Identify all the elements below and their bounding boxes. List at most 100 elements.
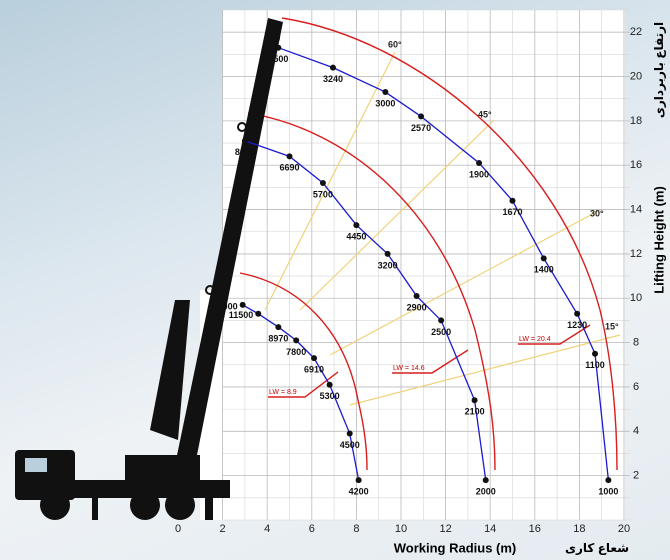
- lw-label: LW = 8.9: [269, 389, 297, 396]
- load-point: [382, 89, 389, 96]
- load-curve: [278, 47, 610, 481]
- load-label: 3000: [375, 98, 395, 108]
- angle-lines: [264, 51, 621, 406]
- load-point: [482, 477, 489, 484]
- load-point: [413, 293, 420, 300]
- y-tick-label: 22: [630, 26, 642, 38]
- load-point: [509, 197, 516, 204]
- load-point: [540, 255, 547, 262]
- wheel: [130, 490, 160, 520]
- load-label: 2900: [407, 302, 427, 312]
- lw-label: LW = 20.4: [519, 336, 551, 343]
- leader: [518, 324, 591, 345]
- y-tick-label: 14: [630, 203, 642, 215]
- load-point: [286, 153, 293, 160]
- x-tick-label: 10: [395, 523, 407, 535]
- load-label: 3240: [323, 74, 343, 84]
- y-tick-label: 2: [633, 470, 639, 482]
- load-label: 8970: [268, 333, 288, 343]
- envelope: [281, 17, 618, 471]
- load-curve: [242, 304, 360, 481]
- load-point: [353, 222, 360, 229]
- angle-line: [299, 119, 495, 311]
- angle-label: 60°: [388, 39, 402, 49]
- y-tick-label: 10: [630, 292, 642, 304]
- x-tick-label: 0: [175, 523, 181, 535]
- outrigger: [205, 495, 213, 520]
- y-axis-title: Lifting Height (m): [651, 186, 666, 294]
- hook: [205, 285, 215, 295]
- load-label: 3500: [268, 54, 288, 64]
- hook: [268, 22, 274, 36]
- envelope: [239, 272, 368, 471]
- angle-label: 15°: [605, 321, 619, 331]
- load-label: 1100: [585, 360, 605, 370]
- leader: [392, 349, 469, 374]
- load-point: [471, 397, 478, 404]
- load-label: 2000: [476, 486, 496, 496]
- cab-window: [25, 458, 47, 472]
- plot-area: [223, 10, 625, 520]
- outrigger: [92, 495, 98, 520]
- load-point: [239, 301, 246, 308]
- x-tick-label: 2: [220, 523, 226, 535]
- load-label: 1230: [567, 320, 587, 330]
- y-tick-label: 8: [633, 337, 639, 349]
- load-point: [418, 113, 425, 120]
- load-label: 1900: [469, 169, 489, 179]
- x-tick-label: 4: [264, 523, 270, 535]
- load-point: [255, 310, 262, 317]
- y-tick-label: 18: [630, 115, 642, 127]
- angle-line: [349, 334, 621, 406]
- lw-label: LW = 14.6: [393, 365, 425, 372]
- y-tick-label: 12: [630, 248, 642, 260]
- x-axis-title-fa: شعاع کاری: [565, 541, 629, 555]
- load-point: [311, 355, 318, 362]
- load-point: [293, 337, 300, 344]
- load-point: [574, 310, 581, 317]
- y-axis-title-fa: ارتفاع باربرداری: [652, 22, 666, 118]
- envelope: [247, 112, 496, 471]
- load-point: [438, 317, 445, 324]
- load-label: 2570: [411, 123, 431, 133]
- hook: [237, 122, 247, 132]
- x-tick-label: 18: [573, 523, 585, 535]
- turret: [125, 455, 200, 483]
- load-label: 4500: [340, 440, 360, 450]
- load-label: 1400: [534, 265, 554, 275]
- load-point: [592, 350, 599, 357]
- load-label: 6910: [304, 365, 324, 375]
- load-point: [241, 137, 248, 144]
- load-label: 8000: [235, 147, 255, 157]
- y-tick-label: 20: [630, 70, 642, 82]
- x-tick-label: 8: [353, 523, 359, 535]
- load-point: [346, 430, 353, 437]
- wheel: [165, 490, 195, 520]
- angle-line: [329, 209, 601, 356]
- load-label: 1000: [598, 486, 618, 496]
- boom-base: [150, 300, 190, 440]
- x-tick-label: 12: [439, 523, 451, 535]
- load-label: 3200: [378, 260, 398, 270]
- load-point: [605, 477, 612, 484]
- load-point: [275, 44, 282, 51]
- y-tick-label: 4: [633, 425, 639, 437]
- angle-line: [264, 51, 396, 311]
- load-label: 2500: [431, 327, 451, 337]
- load-label: 1670: [502, 207, 522, 217]
- load-point: [275, 324, 282, 331]
- load-point: [329, 64, 336, 71]
- wheel: [40, 490, 70, 520]
- load-label: 6690: [279, 163, 299, 173]
- crane: [15, 18, 283, 520]
- load-label: 4200: [349, 486, 369, 496]
- angle-label: 30°: [590, 208, 604, 218]
- hook: [270, 33, 280, 43]
- x-tick-label: 16: [529, 523, 541, 535]
- x-tick-label: 14: [484, 523, 496, 535]
- load-label: 4450: [346, 231, 366, 241]
- load-label: 15000: [213, 301, 238, 311]
- load-point: [319, 179, 326, 186]
